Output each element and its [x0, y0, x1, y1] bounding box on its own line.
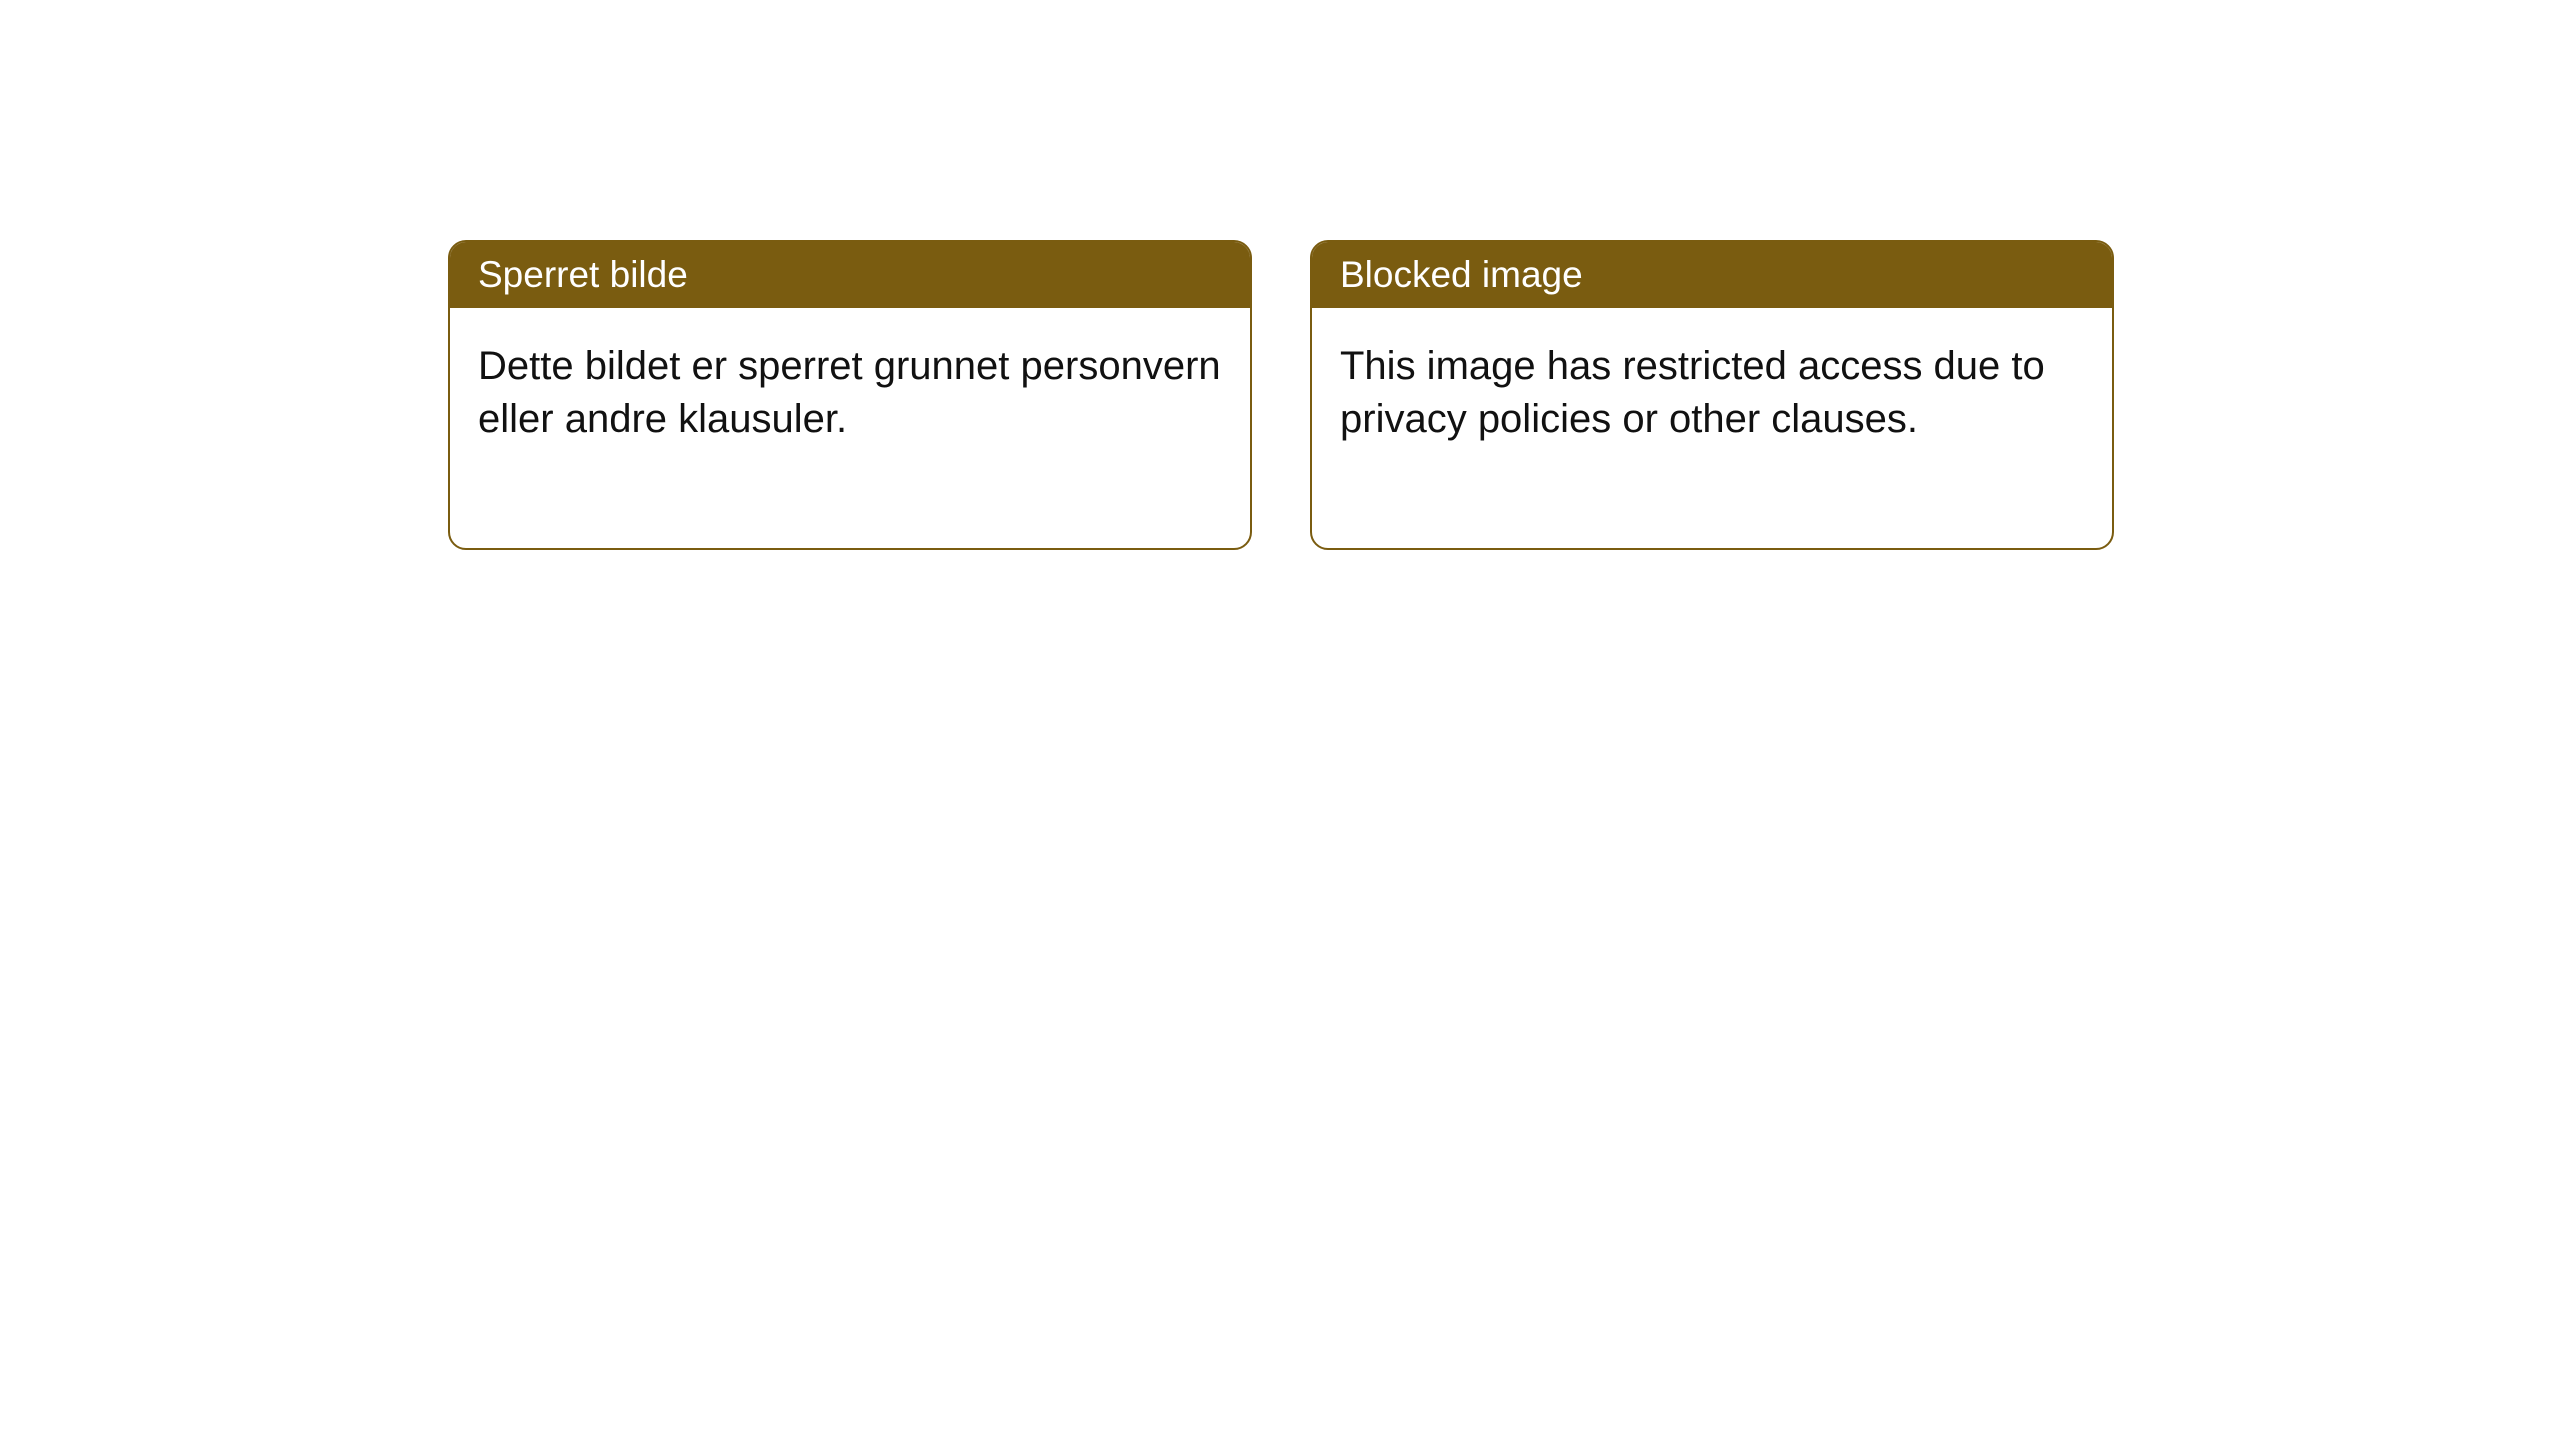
- blocked-image-card-no: Sperret bilde Dette bildet er sperret gr…: [448, 240, 1252, 550]
- card-body-no: Dette bildet er sperret grunnet personve…: [450, 308, 1250, 548]
- card-title-no: Sperret bilde: [450, 242, 1250, 308]
- card-title-en: Blocked image: [1312, 242, 2112, 308]
- notice-container: Sperret bilde Dette bildet er sperret gr…: [448, 240, 2114, 550]
- card-body-en: This image has restricted access due to …: [1312, 308, 2112, 548]
- blocked-image-card-en: Blocked image This image has restricted …: [1310, 240, 2114, 550]
